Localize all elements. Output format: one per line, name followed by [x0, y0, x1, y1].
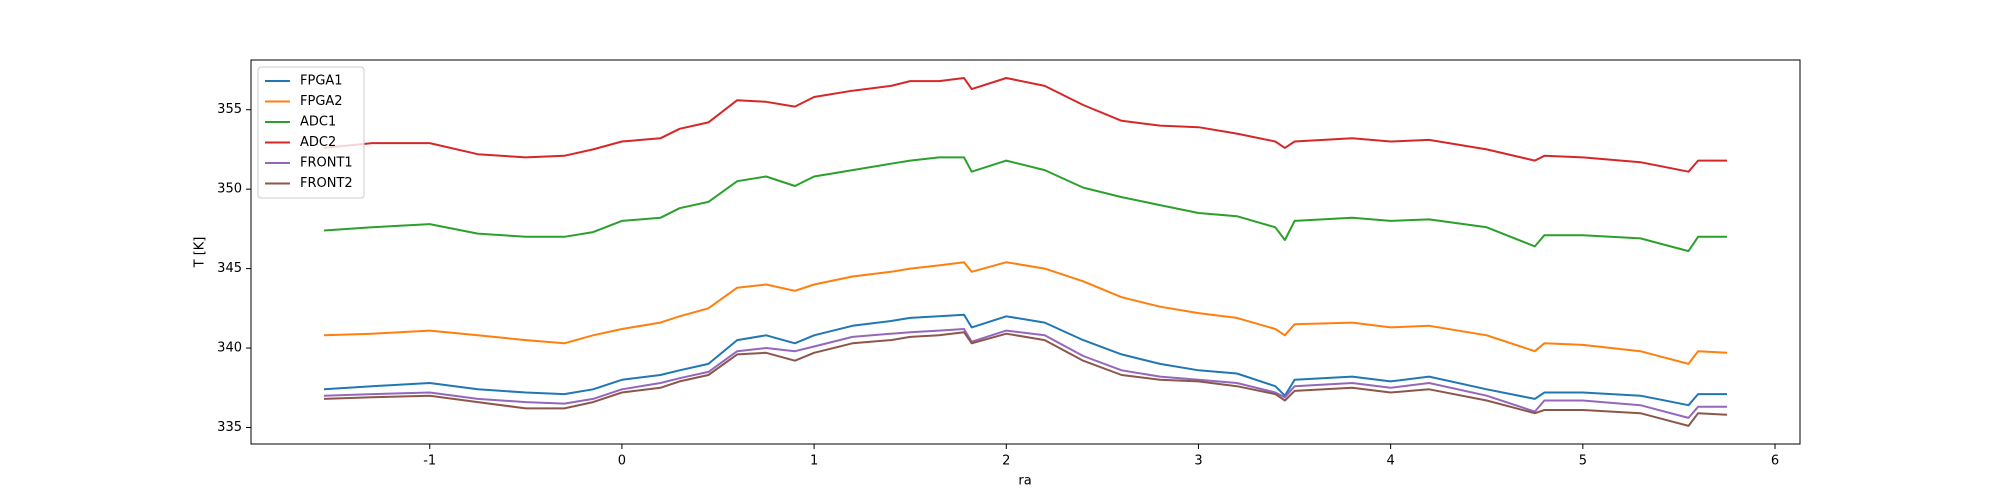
series-line	[323, 331, 1728, 427]
legend-label: FPGA2	[300, 94, 343, 109]
series-line	[323, 313, 1727, 407]
legend-label: FRONT2	[300, 176, 353, 191]
series-line	[323, 77, 1727, 173]
y-tick-label: 335	[217, 420, 242, 435]
x-tick-label: 1	[810, 454, 818, 469]
series-line	[323, 156, 1727, 253]
y-tick-label: 345	[217, 261, 242, 276]
legend-label: ADC1	[300, 115, 336, 130]
x-tick-label: 6	[1771, 454, 1779, 469]
x-tick-label: -1	[423, 454, 436, 469]
x-tick-label: 0	[618, 454, 626, 469]
legend-label: FRONT1	[300, 156, 353, 171]
x-tick-label: 4	[1387, 454, 1395, 469]
legend-label: FPGA1	[300, 74, 343, 89]
y-tick-label: 355	[217, 102, 242, 117]
legend-box	[257, 66, 365, 199]
x-tick-label: 5	[1579, 454, 1587, 469]
x-axis-label: ra	[1018, 474, 1031, 489]
legend-label: ADC2	[300, 135, 336, 150]
x-tick-label: 3	[1194, 454, 1202, 469]
y-tick-label: 350	[217, 182, 242, 197]
y-tick-label: 340	[217, 341, 242, 356]
series-line	[323, 261, 1728, 365]
x-tick-label: 2	[1002, 454, 1010, 469]
y-axis-label: T [K]	[193, 237, 208, 269]
plot-frame	[250, 59, 1801, 445]
series-line	[323, 328, 1727, 419]
